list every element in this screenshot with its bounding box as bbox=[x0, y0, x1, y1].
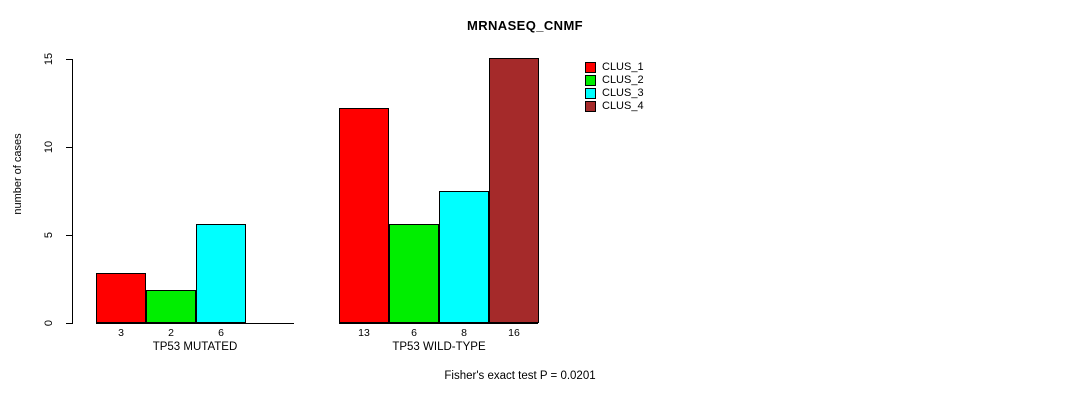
bar-group1-clus2[interactable] bbox=[146, 290, 196, 323]
bar-value-label-group1-clus1: 3 bbox=[118, 327, 124, 339]
chart-title: MRNASEQ_CNMF bbox=[466, 18, 584, 33]
x-axis-line-group-1 bbox=[96, 323, 294, 324]
legend-swatch-clus-3 bbox=[585, 88, 596, 99]
bar-group2-clus4[interactable] bbox=[489, 58, 539, 323]
statistical-test-annotation: Fisher's exact test P = 0.0201 bbox=[444, 370, 596, 382]
bar-value-label-group1-clus3: 6 bbox=[218, 327, 224, 339]
bar-group2-clus2[interactable] bbox=[389, 224, 439, 323]
bar-value-label-group2-clus1: 13 bbox=[358, 327, 370, 339]
y-tick-label-15: 15 bbox=[43, 52, 55, 66]
y-tick-mark-0 bbox=[66, 323, 73, 324]
y-tick-label-10: 10 bbox=[43, 140, 55, 154]
legend-swatch-clus-1 bbox=[585, 62, 596, 73]
bar-group1-clus3[interactable] bbox=[196, 224, 246, 323]
legend: CLUS_1 CLUS_2 CLUS_3 CLUS_4 bbox=[585, 61, 644, 113]
y-tick-mark-10 bbox=[66, 147, 73, 148]
y-axis-line bbox=[72, 59, 73, 324]
y-tick-label-5: 5 bbox=[43, 231, 55, 239]
y-tick-label-0: 0 bbox=[43, 319, 55, 327]
legend-label-clus-4: CLUS_4 bbox=[602, 100, 644, 112]
legend-item-clus-2[interactable]: CLUS_2 bbox=[585, 74, 644, 87]
y-tick-mark-15 bbox=[66, 59, 73, 60]
legend-swatch-clus-2 bbox=[585, 75, 596, 86]
group-label-tp53-wild-type: TP53 WILD-TYPE bbox=[392, 341, 486, 353]
bar-value-label-group2-clus3: 8 bbox=[461, 327, 467, 339]
legend-swatch-clus-4 bbox=[585, 101, 596, 112]
legend-item-clus-4[interactable]: CLUS_4 bbox=[585, 100, 644, 113]
bar-value-label-group2-clus2: 6 bbox=[411, 327, 417, 339]
legend-label-clus-1: CLUS_1 bbox=[602, 61, 644, 73]
legend-item-clus-3[interactable]: CLUS_3 bbox=[585, 87, 644, 100]
group-label-tp53-mutated: TP53 MUTATED bbox=[152, 341, 238, 353]
bar-value-label-group2-clus4: 16 bbox=[508, 327, 520, 339]
y-tick-mark-5 bbox=[66, 235, 73, 236]
x-axis-line-group-2 bbox=[339, 323, 538, 324]
bar-group1-clus1[interactable] bbox=[96, 273, 146, 323]
bar-value-label-group1-clus2: 2 bbox=[168, 327, 174, 339]
legend-label-clus-3: CLUS_3 bbox=[602, 87, 644, 99]
legend-item-clus-1[interactable]: CLUS_1 bbox=[585, 61, 644, 74]
y-axis-title: number of cases bbox=[12, 133, 24, 215]
bar-group2-clus3[interactable] bbox=[439, 191, 489, 323]
legend-label-clus-2: CLUS_2 bbox=[602, 74, 644, 86]
bar-group2-clus1[interactable] bbox=[339, 108, 389, 323]
